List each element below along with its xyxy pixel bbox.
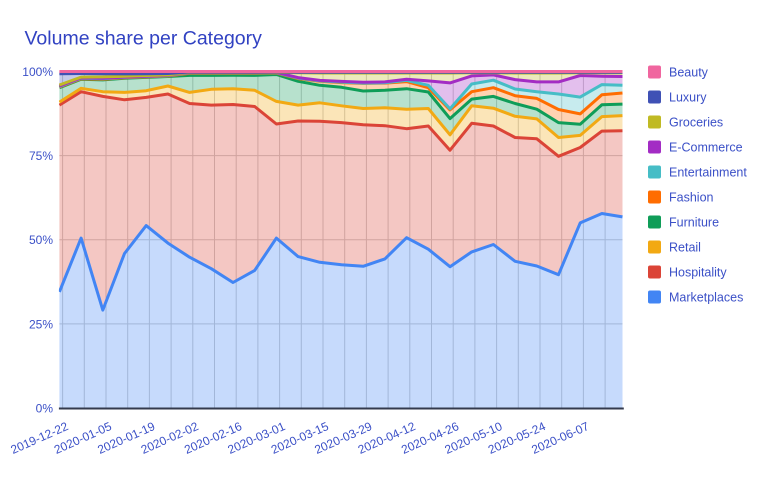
svg-text:Retail: Retail bbox=[669, 241, 701, 255]
svg-text:Entertainment: Entertainment bbox=[669, 166, 747, 180]
svg-text:25%: 25% bbox=[29, 317, 53, 331]
svg-text:Furniture: Furniture bbox=[669, 216, 719, 230]
svg-text:E-Commerce: E-Commerce bbox=[669, 141, 743, 155]
svg-text:Marketplaces: Marketplaces bbox=[669, 291, 743, 305]
svg-text:Volume share per Category: Volume share per Category bbox=[25, 28, 263, 50]
svg-text:50%: 50% bbox=[29, 233, 53, 247]
svg-text:0%: 0% bbox=[36, 402, 54, 416]
svg-text:75%: 75% bbox=[29, 149, 53, 163]
svg-text:Groceries: Groceries bbox=[669, 116, 723, 130]
svg-text:Beauty: Beauty bbox=[669, 66, 709, 80]
svg-text:Fashion: Fashion bbox=[669, 191, 714, 205]
svg-text:100%: 100% bbox=[22, 65, 53, 79]
svg-text:Hospitality: Hospitality bbox=[669, 266, 727, 280]
svg-text:Luxury: Luxury bbox=[669, 91, 707, 105]
